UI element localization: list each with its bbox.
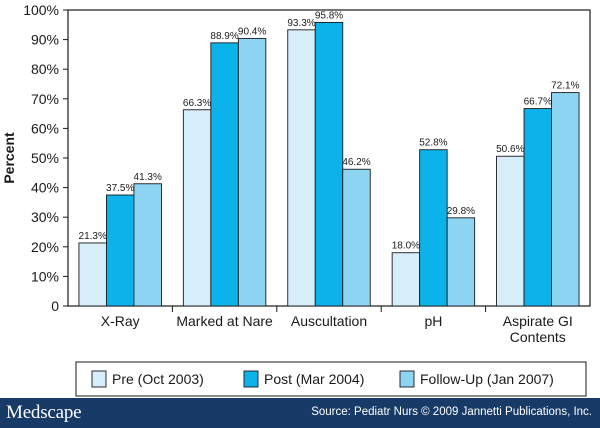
bar xyxy=(419,149,448,307)
y-axis-title: Percent xyxy=(1,132,17,184)
bar xyxy=(237,37,267,307)
y-tick-label: 70% xyxy=(31,91,59,107)
legend-box xyxy=(75,361,587,397)
legend-label: Post (Mar 2004) xyxy=(264,371,364,387)
y-tick-label: 0 xyxy=(51,298,59,314)
bar xyxy=(287,29,316,307)
y-tick-label: 60% xyxy=(31,120,59,136)
data-label: 88.9% xyxy=(210,31,238,42)
data-label: 93.3% xyxy=(287,18,315,29)
bar xyxy=(391,252,421,307)
data-label: 66.3% xyxy=(183,98,211,109)
category-label: Aspirate GI xyxy=(503,313,573,329)
bar xyxy=(314,21,344,307)
bar xyxy=(210,42,239,307)
data-label: 29.8% xyxy=(447,206,475,217)
y-tick-label: 10% xyxy=(31,268,59,284)
data-label: 90.4% xyxy=(238,26,266,37)
data-label: 50.6% xyxy=(496,144,524,155)
medscape-logo: Medscape xyxy=(6,402,82,423)
y-tick-label: 40% xyxy=(31,180,59,196)
y-tick-label: 50% xyxy=(31,150,59,166)
bar xyxy=(523,108,552,307)
data-label: 21.3% xyxy=(79,231,107,242)
data-label: 37.5% xyxy=(106,183,134,194)
y-tick-label: 30% xyxy=(31,209,59,225)
footer-bar: Medscape Source: Pediatr Nurs © 2009 Jan… xyxy=(0,398,600,428)
bar xyxy=(182,109,212,307)
data-label: 95.8% xyxy=(315,10,343,21)
category-label: pH xyxy=(424,313,442,329)
category-label: Contents xyxy=(510,329,566,345)
legend-swatch xyxy=(243,370,259,388)
bar xyxy=(446,217,476,307)
data-label: 66.7% xyxy=(524,97,552,108)
data-label: 46.2% xyxy=(342,157,370,168)
legend-label: Follow-Up (Jan 2007) xyxy=(420,371,554,387)
bar xyxy=(551,92,580,307)
y-tick-label: 100% xyxy=(23,2,59,18)
data-label: 18.0% xyxy=(392,241,420,252)
bar xyxy=(133,183,162,307)
data-label: 52.8% xyxy=(419,138,447,149)
source-credit: Source: Pediatr Nurs © 2009 Jannetti Pub… xyxy=(311,406,592,418)
y-tick-label: 80% xyxy=(31,61,59,77)
bar xyxy=(342,168,371,307)
legend-swatch xyxy=(399,370,415,388)
y-tick-label: 90% xyxy=(31,32,59,48)
category-label: Auscultation xyxy=(291,313,367,329)
bar xyxy=(496,155,525,307)
data-label: 41.3% xyxy=(134,172,162,183)
legend-swatch xyxy=(91,370,107,388)
bar-chart: 0 10% 20% 30% 40% 50% 60% 70% 80% 90% 100% Percent 2… xyxy=(1,2,591,397)
bar xyxy=(78,242,107,307)
y-tick-label: 20% xyxy=(31,239,59,255)
legend-label: Pre (Oct 2003) xyxy=(112,371,204,387)
data-label: 72.1% xyxy=(551,81,579,92)
category-label: X-Ray xyxy=(101,313,140,329)
bar xyxy=(105,194,135,307)
category-label: Marked at Nare xyxy=(176,313,273,329)
